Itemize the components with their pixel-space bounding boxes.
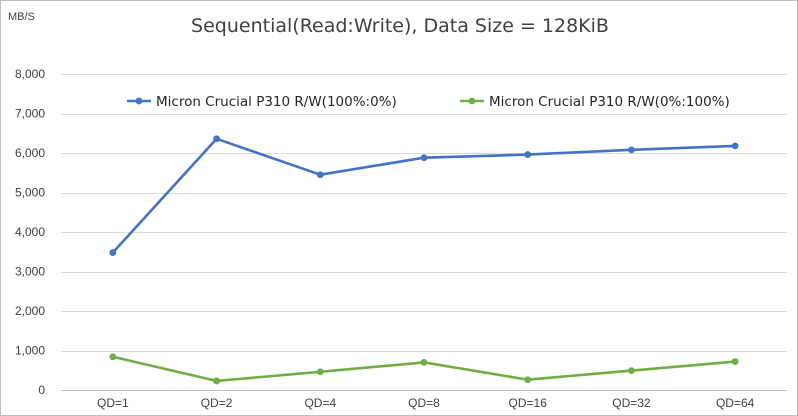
y-tick-label: 7,000 <box>15 107 45 121</box>
series-lines <box>109 135 739 385</box>
data-point <box>420 358 428 366</box>
data-point <box>316 368 324 376</box>
y-tick-label: 6,000 <box>15 146 45 160</box>
gridlines <box>61 74 787 391</box>
y-tick-label: 1,000 <box>15 344 45 358</box>
data-point <box>420 154 428 162</box>
y-tick-label: 2,000 <box>15 304 45 318</box>
x-tick-label: QD=64 <box>716 396 755 410</box>
y-tick-label: 8,000 <box>15 67 45 81</box>
x-tick-label: QD=2 <box>201 396 233 410</box>
y-tick-label: 3,000 <box>15 265 45 279</box>
legend-marker <box>135 97 143 105</box>
data-point <box>628 146 635 154</box>
legend-marker <box>468 97 476 105</box>
data-point <box>316 171 324 179</box>
y-tick-label: 0 <box>38 383 45 397</box>
y-tick-label: 5,000 <box>15 186 45 200</box>
x-axis-ticks: QD=1 QD=2 QD=4 QD=8 QD=16 QD=32 QD=64 <box>97 396 755 410</box>
data-point <box>731 358 739 365</box>
data-point <box>109 249 117 256</box>
series-1 <box>109 135 739 256</box>
x-tick-label: QD=16 <box>509 396 548 410</box>
y-axis-unit-label: MB/S <box>8 11 35 23</box>
legend-item: Micron Crucial P310 R/W(100%:0%) <box>127 94 397 110</box>
data-point <box>109 353 117 361</box>
legend-label: Micron Crucial P310 R/W(100%:0%) <box>156 94 397 110</box>
legend-item: Micron Crucial P310 R/W(0%:100%) <box>460 94 730 110</box>
y-tick-label: 4,000 <box>15 225 45 239</box>
data-point <box>213 377 220 385</box>
chart-title: Sequential(Read:Write), Data Size = 128K… <box>191 15 609 37</box>
data-point <box>524 376 532 384</box>
x-tick-label: QD=32 <box>612 396 651 410</box>
x-tick-label: QD=8 <box>408 396 440 410</box>
data-point <box>628 367 635 375</box>
x-tick-label: QD=4 <box>304 396 336 410</box>
legend: Micron Crucial P310 R/W(100%:0%) Micron C… <box>127 94 730 110</box>
data-point <box>213 135 220 143</box>
legend-label: Micron Crucial P310 R/W(0%:100%) <box>489 94 730 110</box>
series-2 <box>109 353 739 385</box>
data-point <box>731 142 739 150</box>
data-point <box>524 151 532 158</box>
x-tick-label: QD=1 <box>97 396 129 410</box>
y-axis-ticks: 0 1,000 2,000 3,000 4,000 5,000 6,000 7,000 8,00… <box>15 67 45 397</box>
